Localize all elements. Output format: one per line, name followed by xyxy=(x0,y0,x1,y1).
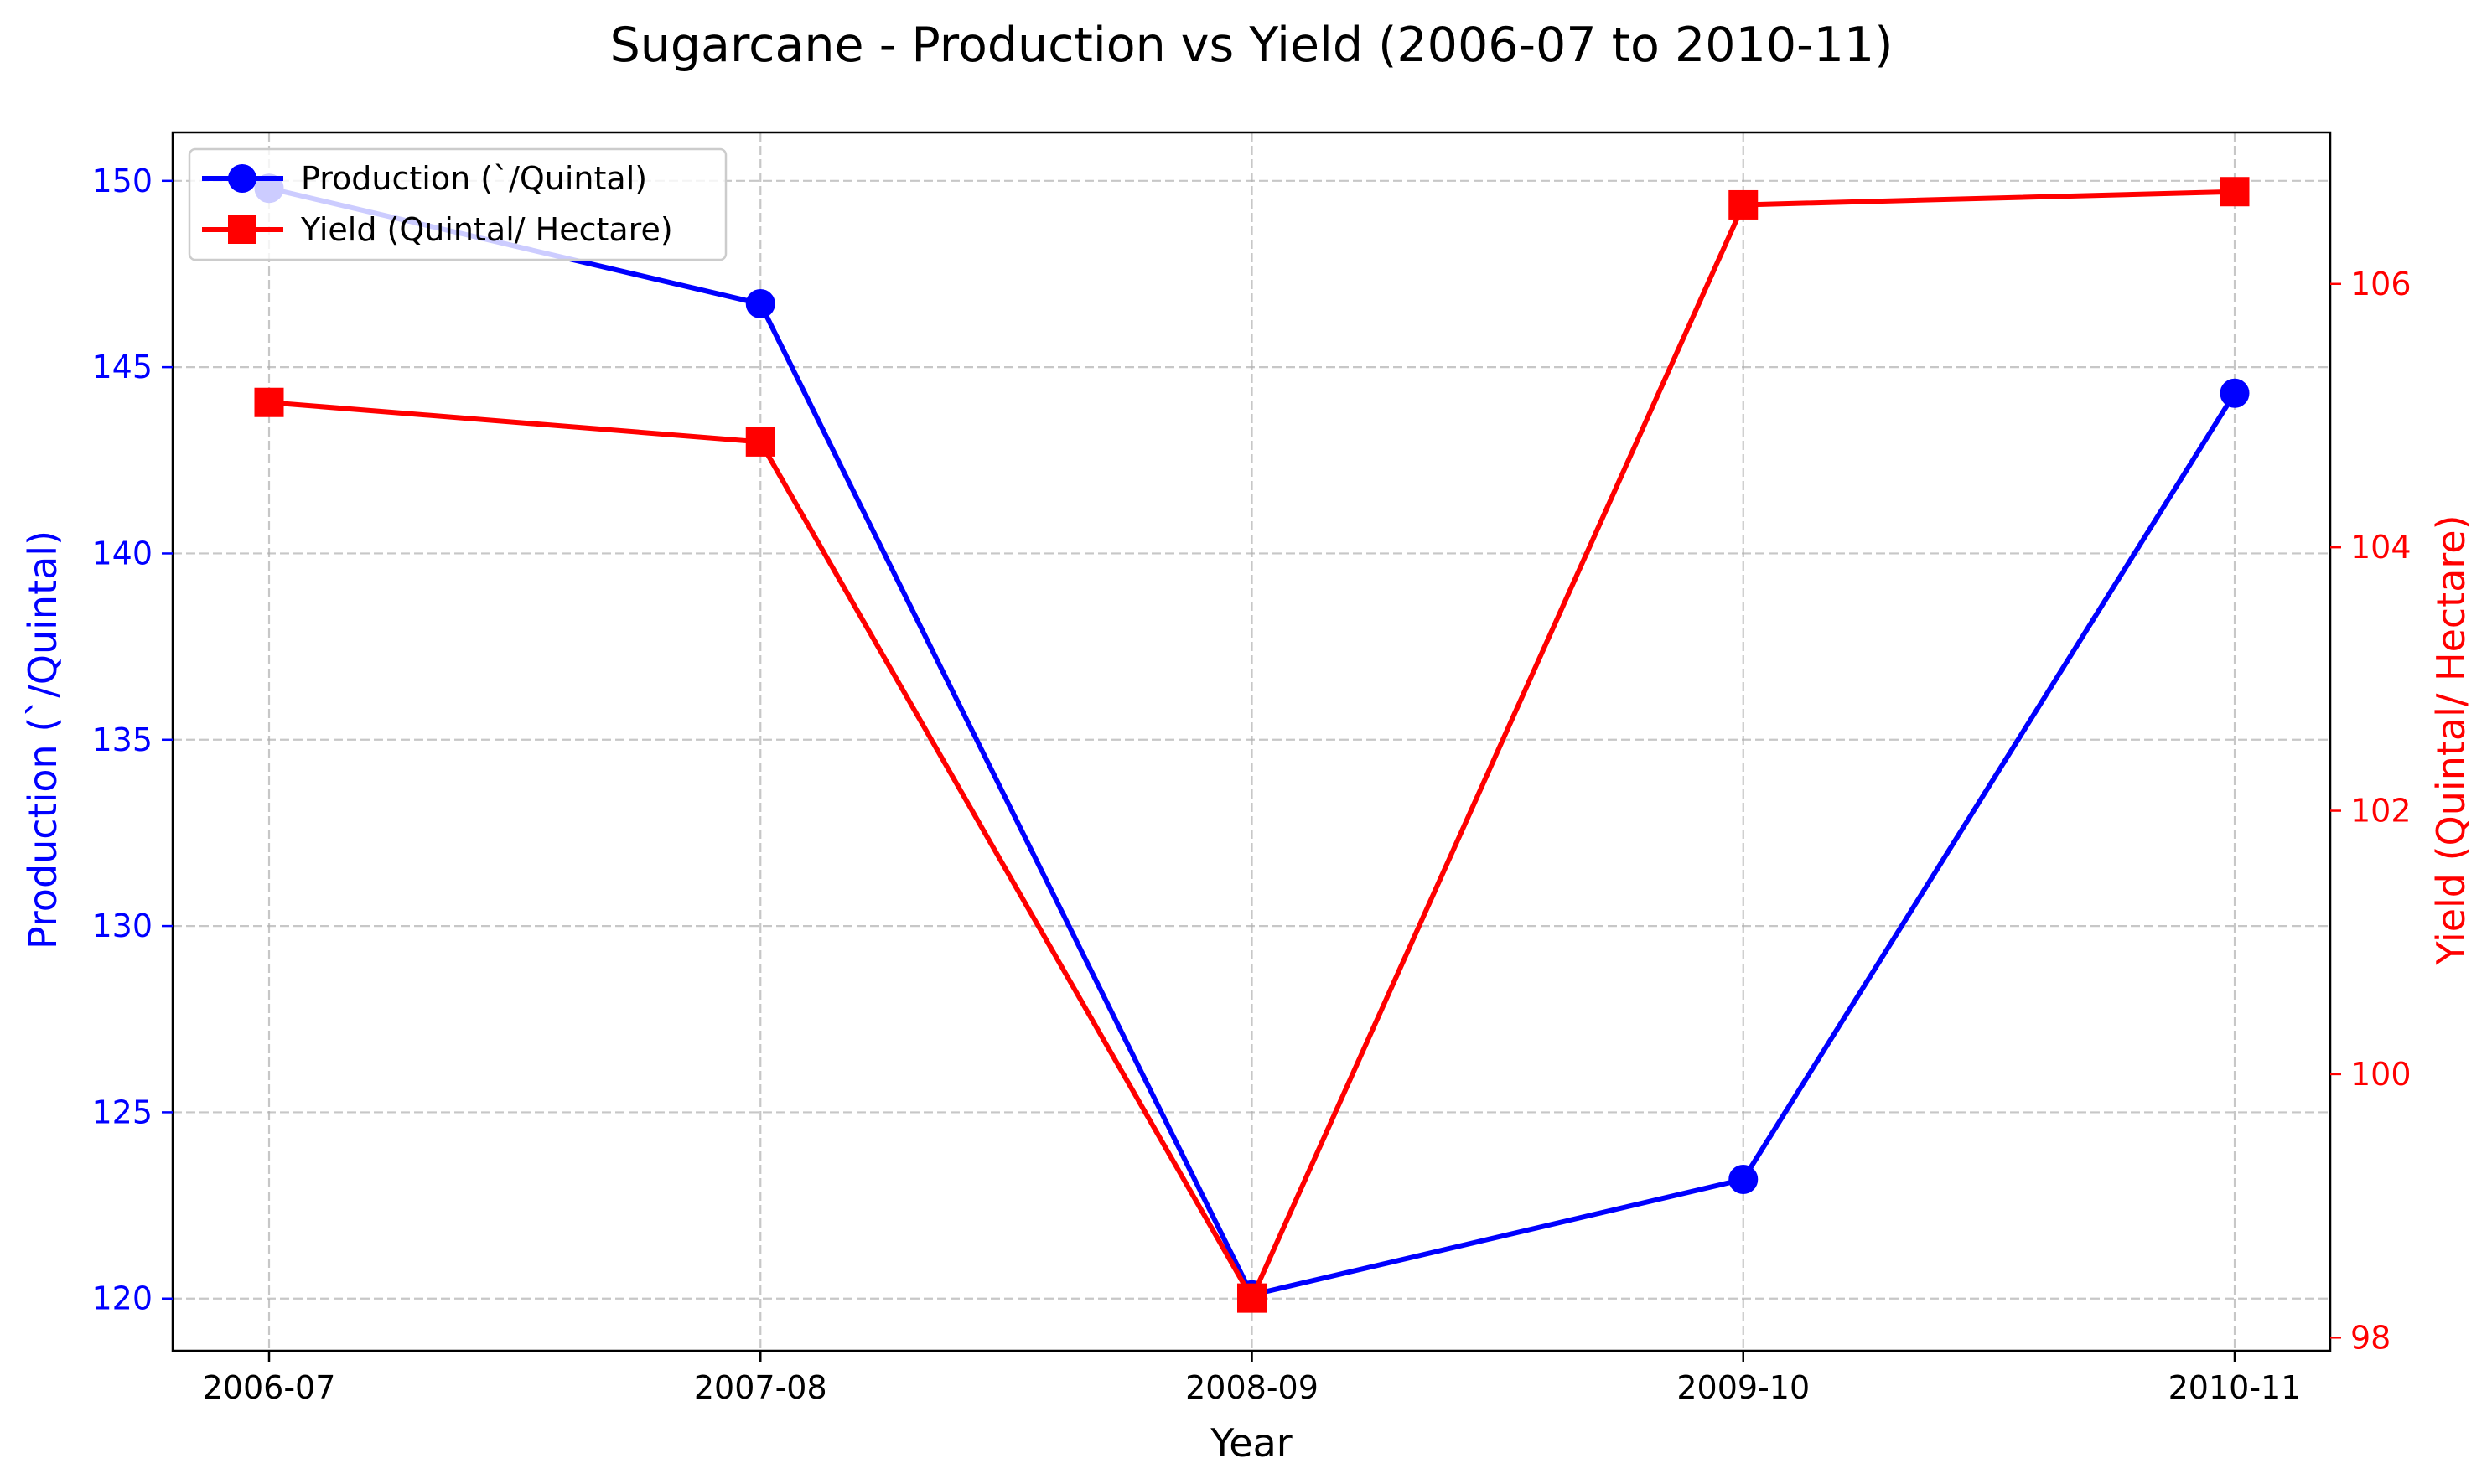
y-right-tick-label: 102 xyxy=(2350,793,2412,830)
y-right-tick-label: 98 xyxy=(2350,1319,2391,1356)
y-right-axis-label: Yield (Quintal/ Hectare) xyxy=(2428,514,2474,965)
axes: 2006-07 2007-08 2008-09 2009-10 2010-11 120 12… xyxy=(91,131,2412,1406)
data-point xyxy=(2220,177,2250,207)
x-tick-label: 2007-08 xyxy=(694,1369,827,1406)
x-tick-label: 2010-11 xyxy=(2168,1369,2302,1406)
legend-label-0: Production (`/Quintal) xyxy=(301,160,647,197)
x-tick-label: 2008-09 xyxy=(1185,1369,1319,1406)
data-point xyxy=(745,289,775,319)
x-axis-label: Year xyxy=(1210,1420,1292,1466)
y-left-tick-label: 145 xyxy=(91,349,153,385)
legend-frame xyxy=(188,147,728,261)
data-point xyxy=(2220,378,2250,408)
x-tick-label: 2006-07 xyxy=(203,1369,336,1406)
data-point xyxy=(254,387,284,417)
y-left-axis-label: Production (`/Quintal) xyxy=(20,530,65,949)
chart-title: Sugarcane - Production vs Yield (2006-07… xyxy=(610,18,1894,73)
y-left-tick-label: 125 xyxy=(91,1094,153,1130)
y-left-tick-label: 130 xyxy=(91,907,153,944)
data-point xyxy=(1728,1164,1759,1194)
legend: Production (`/Quintal) Yield (Quintal/ He… xyxy=(188,147,728,261)
data-point xyxy=(745,427,775,457)
y-left-tick-label: 140 xyxy=(91,535,153,571)
legend-marker-0 xyxy=(228,164,256,193)
y-right-tick-label: 106 xyxy=(2350,266,2412,302)
data-point xyxy=(1237,1283,1267,1313)
legend-marker-1 xyxy=(228,215,256,244)
y-left-tick-label: 120 xyxy=(91,1280,153,1317)
y-left-tick-label: 150 xyxy=(91,163,153,199)
legend-label-1: Yield (Quintal/ Hectare) xyxy=(300,211,673,248)
y-left-tick-label: 135 xyxy=(91,721,153,758)
data-point xyxy=(1728,189,1759,220)
y-right-tick-label: 100 xyxy=(2350,1056,2412,1093)
x-tick-label: 2009-10 xyxy=(1676,1369,1810,1406)
y-right-tick-label: 104 xyxy=(2350,529,2412,566)
